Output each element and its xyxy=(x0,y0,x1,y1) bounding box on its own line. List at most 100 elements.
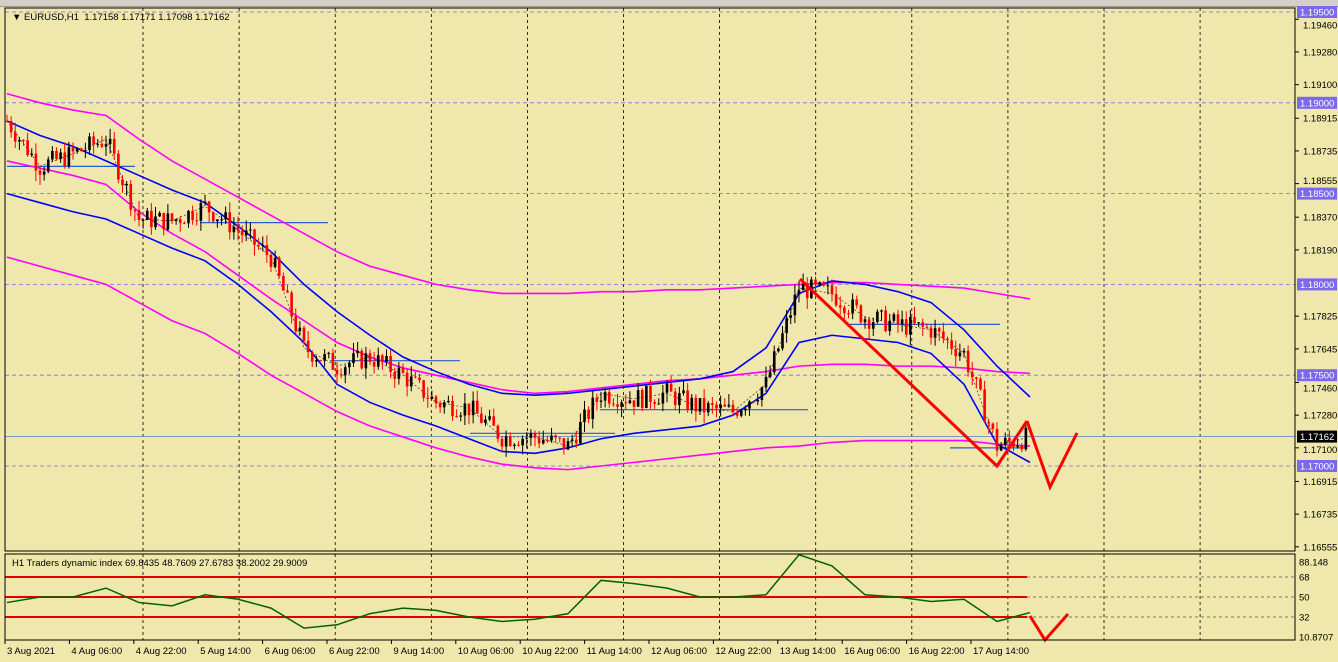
time-label: 10 Aug 22:00 xyxy=(522,646,578,657)
outer-band-upper xyxy=(6,92,1031,300)
candle-body xyxy=(467,403,471,416)
candle-body xyxy=(504,436,508,447)
candle-body xyxy=(554,435,557,438)
price-tick-label: 1.19460 xyxy=(1303,21,1337,32)
candle-body xyxy=(814,279,817,285)
moving-average xyxy=(6,120,1031,447)
candle-body xyxy=(224,212,227,220)
candle-body xyxy=(496,425,500,439)
candle-body xyxy=(987,421,991,424)
price-tick-label: 1.18190 xyxy=(1303,245,1337,256)
price-tick-label: 1.18370 xyxy=(1303,213,1337,224)
candle-body xyxy=(958,352,962,357)
level-tag xyxy=(1297,278,1337,291)
candle-body xyxy=(327,352,331,355)
candle-body xyxy=(207,201,211,213)
candle-body xyxy=(727,404,731,407)
candle-body xyxy=(756,399,760,402)
candle-body xyxy=(566,441,570,450)
candle-body xyxy=(929,327,933,338)
candle-body xyxy=(574,439,578,444)
candle-body xyxy=(339,374,343,376)
candles xyxy=(5,114,1028,457)
candle-body xyxy=(521,438,524,446)
inner-band-upper xyxy=(6,120,1031,398)
candle-body xyxy=(665,383,669,393)
candle-body xyxy=(739,410,743,416)
candle-body xyxy=(818,282,821,285)
toolbar-strip xyxy=(0,0,1338,7)
candle-body xyxy=(277,257,281,277)
candle-body xyxy=(360,350,364,369)
candle-body xyxy=(550,435,553,441)
time-label: 5 Aug 14:00 xyxy=(200,646,251,657)
candle-body xyxy=(826,285,830,287)
time-label: 13 Aug 14:00 xyxy=(780,646,836,657)
level-tag-label: 1.19000 xyxy=(1300,98,1334,109)
candle-body xyxy=(170,213,174,221)
candle-body xyxy=(438,403,442,408)
time-label: 3 Aug 2021 xyxy=(7,646,55,657)
outer-band-mid xyxy=(6,160,1031,395)
candle-body xyxy=(88,136,91,151)
candle-body xyxy=(694,397,698,412)
candle-body xyxy=(777,348,780,352)
candle-body xyxy=(620,402,623,407)
candle-body xyxy=(616,404,619,407)
candle-body xyxy=(459,415,463,417)
candle-body xyxy=(323,354,326,361)
candle-body xyxy=(409,376,413,387)
candle-body xyxy=(830,285,834,295)
indicator-forecast-arrow xyxy=(1028,613,1070,643)
candle-body xyxy=(570,439,574,442)
candle-body xyxy=(781,333,784,349)
candle-body xyxy=(508,436,512,446)
candle-body xyxy=(5,120,9,122)
price-tick-label: 1.18555 xyxy=(1303,176,1337,187)
time-label: 4 Aug 06:00 xyxy=(71,646,122,657)
candle-body xyxy=(999,445,1003,451)
candle-body xyxy=(216,219,219,222)
candle-body xyxy=(422,380,425,398)
candle-body xyxy=(649,385,652,403)
candle-body xyxy=(768,372,772,377)
price-tick-label: 1.18915 xyxy=(1303,114,1337,125)
candle-body xyxy=(529,433,533,438)
candle-body xyxy=(447,400,450,403)
level-tag-label: 1.17500 xyxy=(1300,371,1334,382)
price-tick-label: 1.16735 xyxy=(1303,510,1337,521)
candle-body xyxy=(892,314,896,321)
candle-body xyxy=(397,367,401,379)
candle-body xyxy=(558,437,562,439)
candle-body xyxy=(876,311,879,323)
chart-title: ▼ EURUSD,H1 1.17158 1.17171 1.17098 1.171… xyxy=(12,12,230,23)
candle-body xyxy=(294,316,298,332)
candle-body xyxy=(950,340,953,350)
candle-body xyxy=(678,393,681,406)
candle-body xyxy=(698,398,702,412)
candle-body xyxy=(822,282,826,286)
candle-body xyxy=(183,223,186,225)
candle-body xyxy=(884,310,887,332)
candle-body xyxy=(150,210,153,228)
candle-body xyxy=(434,396,438,404)
symbol-dropdown-icon[interactable]: ▼ xyxy=(12,12,24,23)
candle-body xyxy=(513,444,516,446)
candle-body xyxy=(880,310,883,312)
candle-body xyxy=(96,143,100,145)
candle-body xyxy=(888,320,892,332)
candle-body xyxy=(867,319,871,329)
candle-body xyxy=(418,377,421,381)
candle-body xyxy=(640,390,644,408)
candle-body xyxy=(191,210,194,221)
candle-body xyxy=(805,284,809,299)
time-label: 11 Aug 14:00 xyxy=(587,646,642,657)
candle-body xyxy=(843,307,846,314)
candle-body xyxy=(591,397,595,420)
price-tick-label: 1.17645 xyxy=(1303,344,1337,355)
candle-body xyxy=(154,216,157,228)
candle-body xyxy=(484,419,487,423)
candle-body xyxy=(612,403,615,405)
candle-body xyxy=(834,294,838,306)
